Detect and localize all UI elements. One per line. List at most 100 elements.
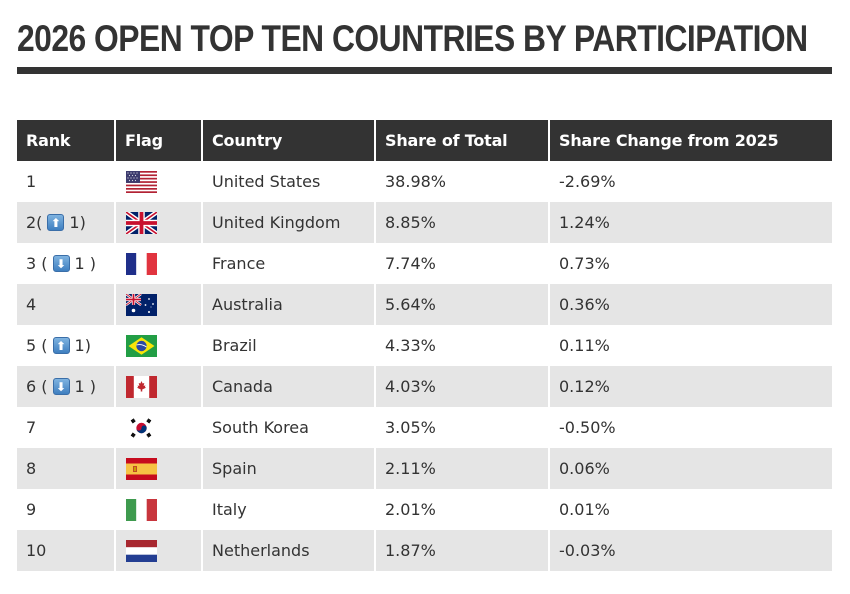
country-cell: Spain <box>203 448 376 489</box>
rank-cell: 4 <box>17 284 116 325</box>
flag-cell <box>116 407 203 448</box>
table-row: 5 (⬆ 1) Brazil 4.33% 0.11% <box>17 325 832 366</box>
share-change-cell: 1.24% <box>550 202 832 243</box>
rank-number: 1 <box>26 172 37 191</box>
rank-cell: 10 <box>17 530 116 571</box>
table-row: 9 Italy 2.01% 0.01% <box>17 489 832 530</box>
column-header-share-of-total[interactable]: Share of Total <box>376 120 550 161</box>
table-row: 2(⬆ 1) United Kingdom 8.85% 1.24% <box>17 202 832 243</box>
share-of-total-cell: 4.03% <box>376 366 550 407</box>
rank-number: 10 <box>26 541 47 560</box>
rank-value: 4 <box>26 295 36 314</box>
table-row: 10 Netherlands 1.87% -0.03% <box>17 530 832 571</box>
rank-number: 6 ( <box>26 377 48 396</box>
flag-cell <box>116 448 203 489</box>
rank-value: 9 <box>26 500 36 519</box>
share-of-total-cell: 8.85% <box>376 202 550 243</box>
share-of-total-cell: 38.98% <box>376 161 550 202</box>
share-change-cell: 0.73% <box>550 243 832 284</box>
rank-cell: 2(⬆ 1) <box>17 202 116 243</box>
rank-value: 1 <box>26 172 36 191</box>
column-header-share-change[interactable]: Share Change from 2025 <box>550 120 832 161</box>
rank-cell: 6 (⬇ 1 ) <box>17 366 116 407</box>
column-header-rank[interactable]: Rank <box>17 120 116 161</box>
share-of-total-cell: 1.87% <box>376 530 550 571</box>
rank-value: 8 <box>26 459 36 478</box>
share-change-cell: 0.12% <box>550 366 832 407</box>
country-cell: United States <box>203 161 376 202</box>
us-flag-icon <box>126 170 157 193</box>
france-flag-icon <box>126 252 157 275</box>
table-header-row: Rank Flag Country Share of Total Share C… <box>17 120 832 161</box>
flag-cell <box>116 161 203 202</box>
country-cell: France <box>203 243 376 284</box>
share-of-total-cell: 7.74% <box>376 243 550 284</box>
share-change-cell: -0.50% <box>550 407 832 448</box>
rank-number: 5 ( <box>26 336 48 355</box>
flag-cell <box>116 530 203 571</box>
share-change-cell: -2.69% <box>550 161 832 202</box>
share-change-cell: 0.11% <box>550 325 832 366</box>
flag-cell <box>116 366 203 407</box>
share-of-total-cell: 3.05% <box>376 407 550 448</box>
title-underline-divider <box>17 67 832 74</box>
canada-flag-icon <box>126 375 157 398</box>
flag-cell <box>116 489 203 530</box>
share-of-total-cell: 2.11% <box>376 448 550 489</box>
rank-move-amount: 1) <box>69 213 86 232</box>
countries-table: Rank Flag Country Share of Total Share C… <box>17 120 832 571</box>
flag-cell <box>116 202 203 243</box>
share-change-cell: 0.01% <box>550 489 832 530</box>
country-cell: United Kingdom <box>203 202 376 243</box>
rank-cell: 1 <box>17 161 116 202</box>
rank-number: 3 ( <box>26 254 48 273</box>
rank-cell: 3 (⬇ 1 ) <box>17 243 116 284</box>
page-title: 2026 OPEN TOP TEN COUNTRIES BY PARTICIPA… <box>17 18 808 59</box>
italy-flag-icon <box>126 498 157 521</box>
rank-number: 4 <box>26 295 37 314</box>
rank-number: 9 <box>26 500 37 519</box>
country-cell: Netherlands <box>203 530 376 571</box>
netherlands-flag-icon <box>126 539 157 562</box>
country-cell: Brazil <box>203 325 376 366</box>
country-cell: South Korea <box>203 407 376 448</box>
rank-number: 8 <box>26 459 37 478</box>
rank-value: 3 (⬇ 1 ) <box>26 254 96 273</box>
flag-cell <box>116 284 203 325</box>
spain-flag-icon <box>126 457 157 480</box>
table-row: 8 Spain 2.11% 0.06% <box>17 448 832 489</box>
table-row: 1 United States 38.98% -2.69% <box>17 161 832 202</box>
share-change-cell: -0.03% <box>550 530 832 571</box>
rank-number: 2( <box>26 213 43 232</box>
rank-cell: 8 <box>17 448 116 489</box>
country-cell: Canada <box>203 366 376 407</box>
rank-value: 7 <box>26 418 36 437</box>
south-korea-flag-icon <box>126 416 157 439</box>
table-row: 3 (⬇ 1 ) France 7.74% 0.73% <box>17 243 832 284</box>
rank-number: 7 <box>26 418 37 437</box>
rank-value: 5 (⬆ 1) <box>26 336 91 355</box>
country-cell: Italy <box>203 489 376 530</box>
column-header-flag[interactable]: Flag <box>116 120 203 161</box>
share-change-cell: 0.06% <box>550 448 832 489</box>
flag-cell <box>116 325 203 366</box>
country-cell: Australia <box>203 284 376 325</box>
rank-value: 10 <box>26 541 46 560</box>
arrow-up-icon: ⬆ <box>47 214 65 231</box>
share-of-total-cell: 2.01% <box>376 489 550 530</box>
uk-flag-icon <box>126 211 157 234</box>
column-header-country[interactable]: Country <box>203 120 376 161</box>
share-of-total-cell: 4.33% <box>376 325 550 366</box>
rank-value: 6 (⬇ 1 ) <box>26 377 96 396</box>
rank-cell: 5 (⬆ 1) <box>17 325 116 366</box>
flag-cell <box>116 243 203 284</box>
rank-cell: 7 <box>17 407 116 448</box>
arrow-up-icon: ⬆ <box>52 337 70 354</box>
table-row: 7 South Korea 3.05% -0.50% <box>17 407 832 448</box>
arrow-down-icon: ⬇ <box>52 378 70 395</box>
brazil-flag-icon <box>126 334 157 357</box>
share-change-cell: 0.36% <box>550 284 832 325</box>
rank-move-amount: 1 ) <box>74 254 97 273</box>
rank-move-amount: 1) <box>74 336 91 355</box>
share-of-total-cell: 5.64% <box>376 284 550 325</box>
